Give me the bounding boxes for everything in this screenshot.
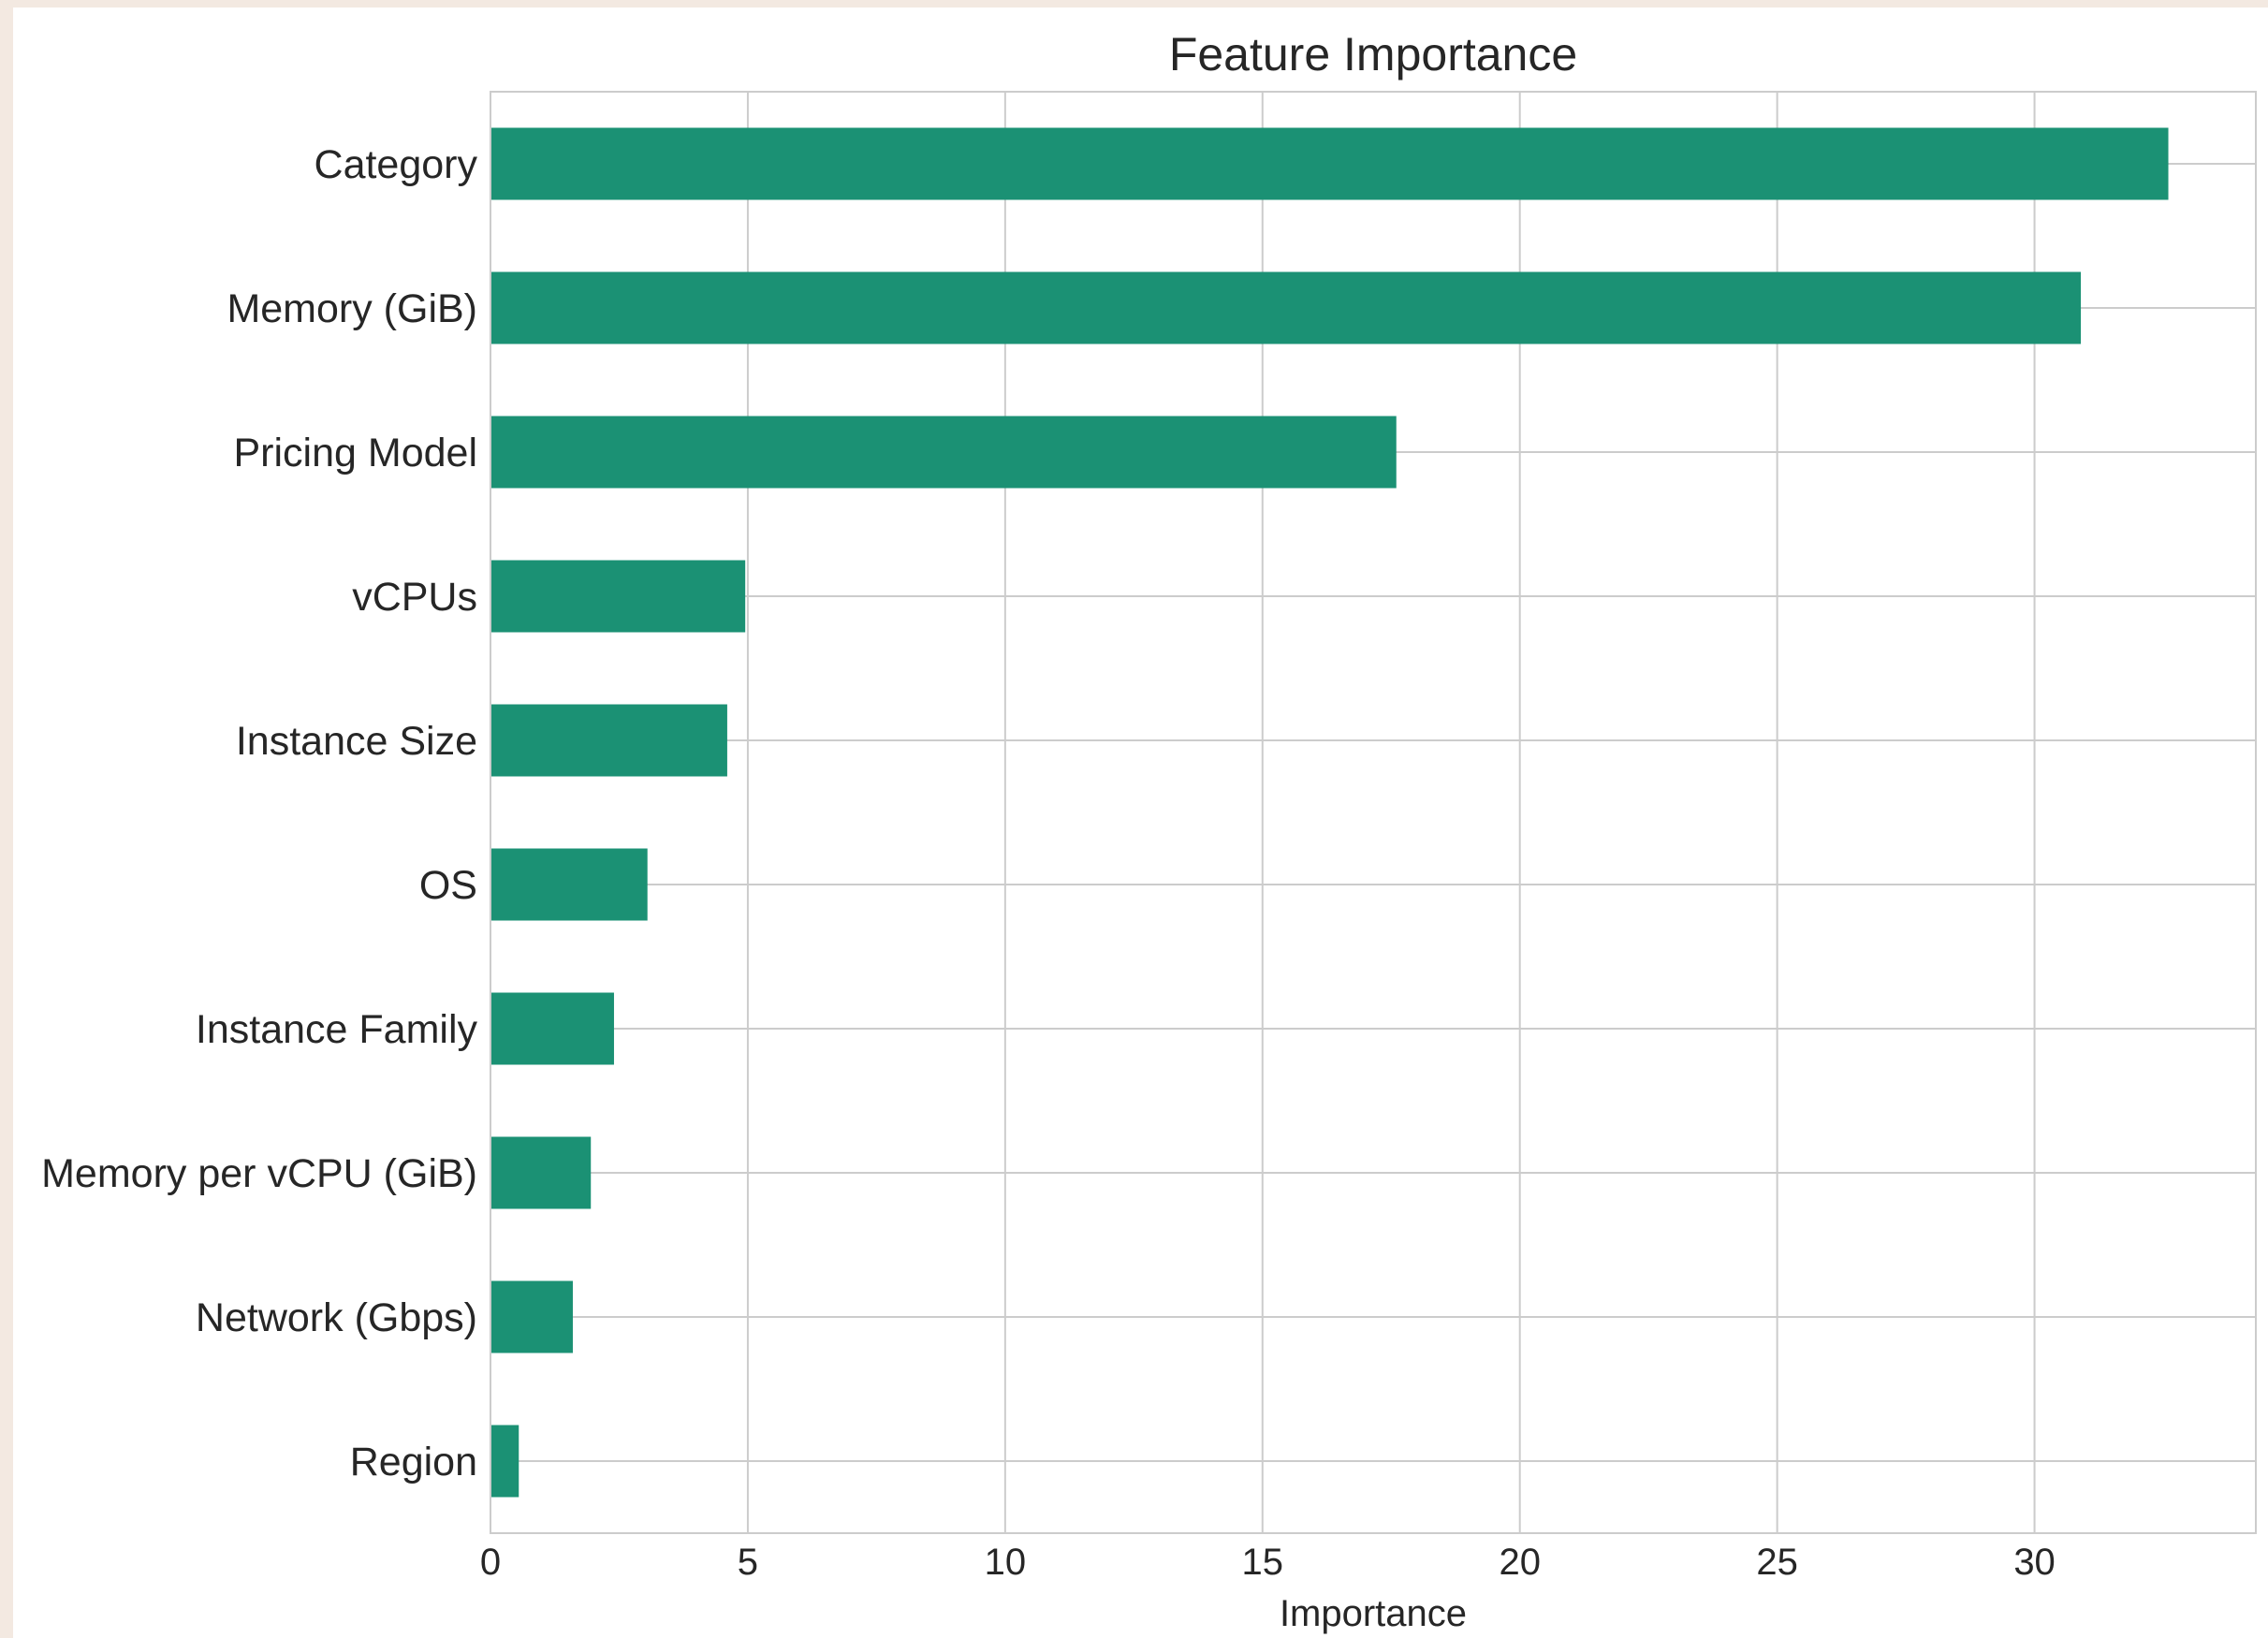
y-tick-label: OS — [419, 863, 477, 908]
figure: Category Memory (GiB) Pricing Model vCPUs In… — [13, 7, 2268, 1638]
x-tick-label: 25 — [1756, 1542, 1798, 1583]
chart-title: Feature Importance — [1169, 28, 1577, 80]
bar — [490, 704, 727, 777]
y-tick-label: Memory per vCPU (GiB) — [41, 1151, 477, 1196]
y-tick-label: Pricing Model — [234, 431, 478, 475]
bars — [490, 127, 2169, 1498]
y-tick-label: Instance Family — [196, 1007, 478, 1052]
y-tick-label: vCPUs — [352, 575, 477, 620]
bar — [490, 271, 2082, 344]
x-axis-label: Importance — [1280, 1593, 1467, 1634]
y-tick-label: Network (Gbps) — [196, 1295, 477, 1340]
x-tick-label: 30 — [2013, 1542, 2056, 1583]
y-tick-label: Memory (GiB) — [227, 286, 477, 331]
bar — [490, 416, 1397, 489]
y-tick-labels: Category Memory (GiB) Pricing Model vCPUs In… — [41, 142, 477, 1484]
y-tick-label: Instance Size — [236, 719, 477, 764]
bar — [490, 1425, 519, 1498]
y-tick-label: Region — [350, 1440, 477, 1484]
plot-frame — [490, 91, 2257, 1534]
x-tick-label: 20 — [1499, 1542, 1541, 1583]
bar — [490, 1280, 573, 1353]
y-tick-label: Category — [315, 142, 478, 187]
x-tick-labels: 0 5 10 15 20 25 30 — [480, 1542, 2056, 1583]
feature-importance-chart: Category Memory (GiB) Pricing Model vCPUs In… — [41, 28, 2257, 1634]
x-tick-label: 10 — [985, 1542, 1027, 1583]
bar — [490, 127, 2169, 200]
bar — [490, 848, 648, 921]
bar — [490, 1136, 592, 1209]
x-tick-label: 15 — [1242, 1542, 1284, 1583]
bar — [490, 560, 746, 633]
bar — [490, 992, 614, 1065]
x-tick-label: 5 — [738, 1542, 758, 1583]
x-tick-label: 0 — [480, 1542, 501, 1583]
